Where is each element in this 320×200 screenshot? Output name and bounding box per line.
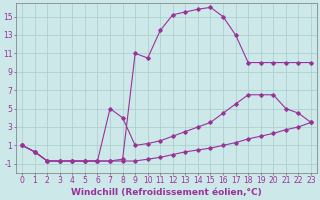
X-axis label: Windchill (Refroidissement éolien,°C): Windchill (Refroidissement éolien,°C)	[71, 188, 262, 197]
